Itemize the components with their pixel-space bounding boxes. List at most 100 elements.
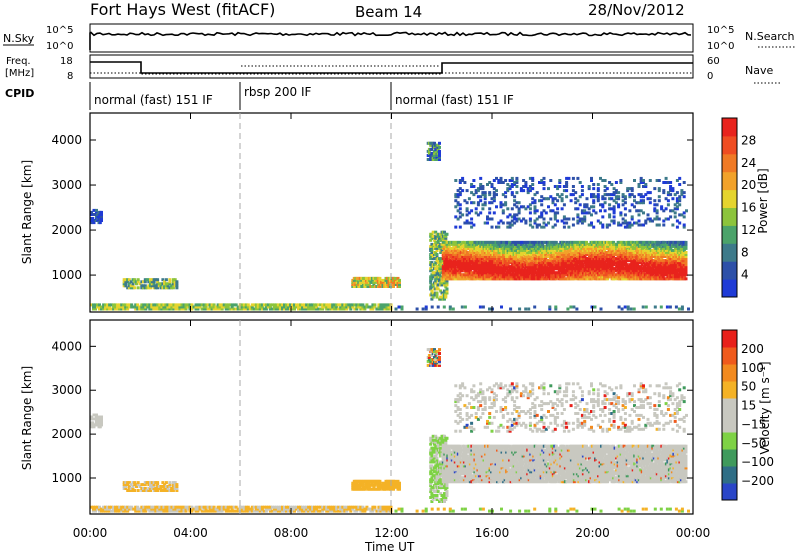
power-cell bbox=[684, 240, 688, 244]
velocity-cell bbox=[98, 509, 101, 513]
power-cell bbox=[488, 193, 492, 197]
power-cell bbox=[471, 253, 475, 256]
power-cell bbox=[504, 195, 508, 199]
power-cell bbox=[345, 305, 349, 309]
power-cell bbox=[639, 179, 643, 182]
power-cell bbox=[684, 242, 688, 246]
velocity-cell bbox=[291, 505, 294, 509]
power-cell bbox=[625, 246, 629, 250]
power-cell bbox=[585, 273, 588, 277]
power-cell bbox=[343, 303, 347, 307]
velocity-cell bbox=[264, 507, 268, 511]
power-cell bbox=[632, 307, 636, 311]
power-cell bbox=[655, 211, 659, 215]
power-cell bbox=[260, 305, 264, 309]
power-cell bbox=[461, 249, 465, 252]
power-cell bbox=[429, 287, 433, 291]
velocity-cell bbox=[379, 509, 383, 513]
power-cell bbox=[476, 189, 480, 193]
power-cell bbox=[508, 271, 512, 275]
power-cell bbox=[488, 191, 492, 195]
power-cell bbox=[634, 244, 638, 248]
velocity-cell bbox=[180, 507, 184, 511]
power-cell bbox=[626, 225, 630, 229]
velocity-cell bbox=[152, 507, 156, 511]
power-cell bbox=[504, 179, 508, 182]
power-cell bbox=[488, 211, 492, 215]
velocity-cell bbox=[244, 505, 248, 509]
power-cell bbox=[429, 257, 433, 261]
power-cell bbox=[653, 217, 657, 221]
velocity-cell bbox=[381, 509, 385, 513]
velocity-cell bbox=[100, 509, 103, 513]
power-cell bbox=[549, 179, 553, 182]
power-cell bbox=[136, 286, 140, 290]
power-cell bbox=[459, 246, 463, 250]
power-cell bbox=[114, 303, 118, 307]
power-cell bbox=[166, 282, 170, 286]
power-cell bbox=[481, 185, 485, 188]
power-cell bbox=[675, 191, 679, 195]
power-cell bbox=[458, 240, 462, 244]
power-cell bbox=[268, 305, 272, 309]
power-cell bbox=[630, 203, 634, 207]
power-cell bbox=[287, 307, 290, 311]
power-cell bbox=[493, 271, 496, 275]
velocity-cell bbox=[341, 507, 345, 511]
power-cell bbox=[98, 307, 101, 311]
power-cell bbox=[122, 305, 126, 309]
power-cell bbox=[377, 305, 381, 309]
power-cell bbox=[140, 284, 144, 288]
power-cell bbox=[299, 303, 302, 307]
power-cell bbox=[530, 259, 534, 263]
power-cell bbox=[435, 156, 439, 159]
velocity-cell bbox=[299, 509, 302, 513]
power-cell bbox=[531, 179, 535, 182]
power-cell bbox=[653, 305, 657, 309]
power-cell bbox=[524, 183, 528, 186]
velocity-cell bbox=[126, 509, 130, 513]
power-cell bbox=[500, 259, 504, 263]
power-cell bbox=[164, 278, 168, 282]
power-cell bbox=[521, 257, 525, 261]
power-cell bbox=[369, 305, 373, 309]
velocity-cell bbox=[132, 507, 136, 511]
power-cell bbox=[129, 284, 133, 288]
power-cell bbox=[305, 307, 309, 311]
velocity-cell bbox=[629, 509, 633, 513]
power-cell bbox=[166, 303, 170, 307]
power-cell bbox=[666, 193, 670, 197]
power-cell bbox=[309, 307, 313, 311]
velocity-cell bbox=[254, 507, 258, 511]
power-cell bbox=[631, 257, 635, 261]
power-cell bbox=[513, 221, 517, 225]
power-cell bbox=[533, 199, 537, 203]
power-cell bbox=[136, 278, 140, 282]
power-cell bbox=[515, 185, 519, 188]
power-cell bbox=[508, 179, 512, 182]
power-cell bbox=[434, 158, 438, 161]
power-colorbar-swatch bbox=[722, 135, 737, 155]
power-cell bbox=[488, 269, 492, 273]
velocity-cell bbox=[299, 505, 302, 509]
power-cell bbox=[548, 307, 552, 311]
velocity-cell bbox=[281, 505, 284, 509]
power-cell bbox=[657, 187, 661, 191]
power-cell bbox=[371, 305, 375, 309]
velocity-cell bbox=[256, 507, 260, 511]
power-cell bbox=[476, 187, 480, 191]
power-cell bbox=[633, 195, 636, 199]
velocity-cell bbox=[110, 509, 114, 513]
power-cell bbox=[443, 230, 446, 234]
power-cell bbox=[480, 251, 484, 254]
power-cell bbox=[426, 158, 430, 161]
power-cell bbox=[622, 269, 626, 273]
power-cell bbox=[645, 261, 649, 265]
power-cell bbox=[430, 261, 434, 265]
power-cell bbox=[558, 185, 562, 188]
velocity-cell bbox=[234, 509, 238, 513]
power-cell bbox=[533, 253, 537, 256]
power-cell bbox=[661, 277, 665, 281]
velocity-cell bbox=[196, 509, 200, 513]
power-cell bbox=[500, 277, 504, 281]
